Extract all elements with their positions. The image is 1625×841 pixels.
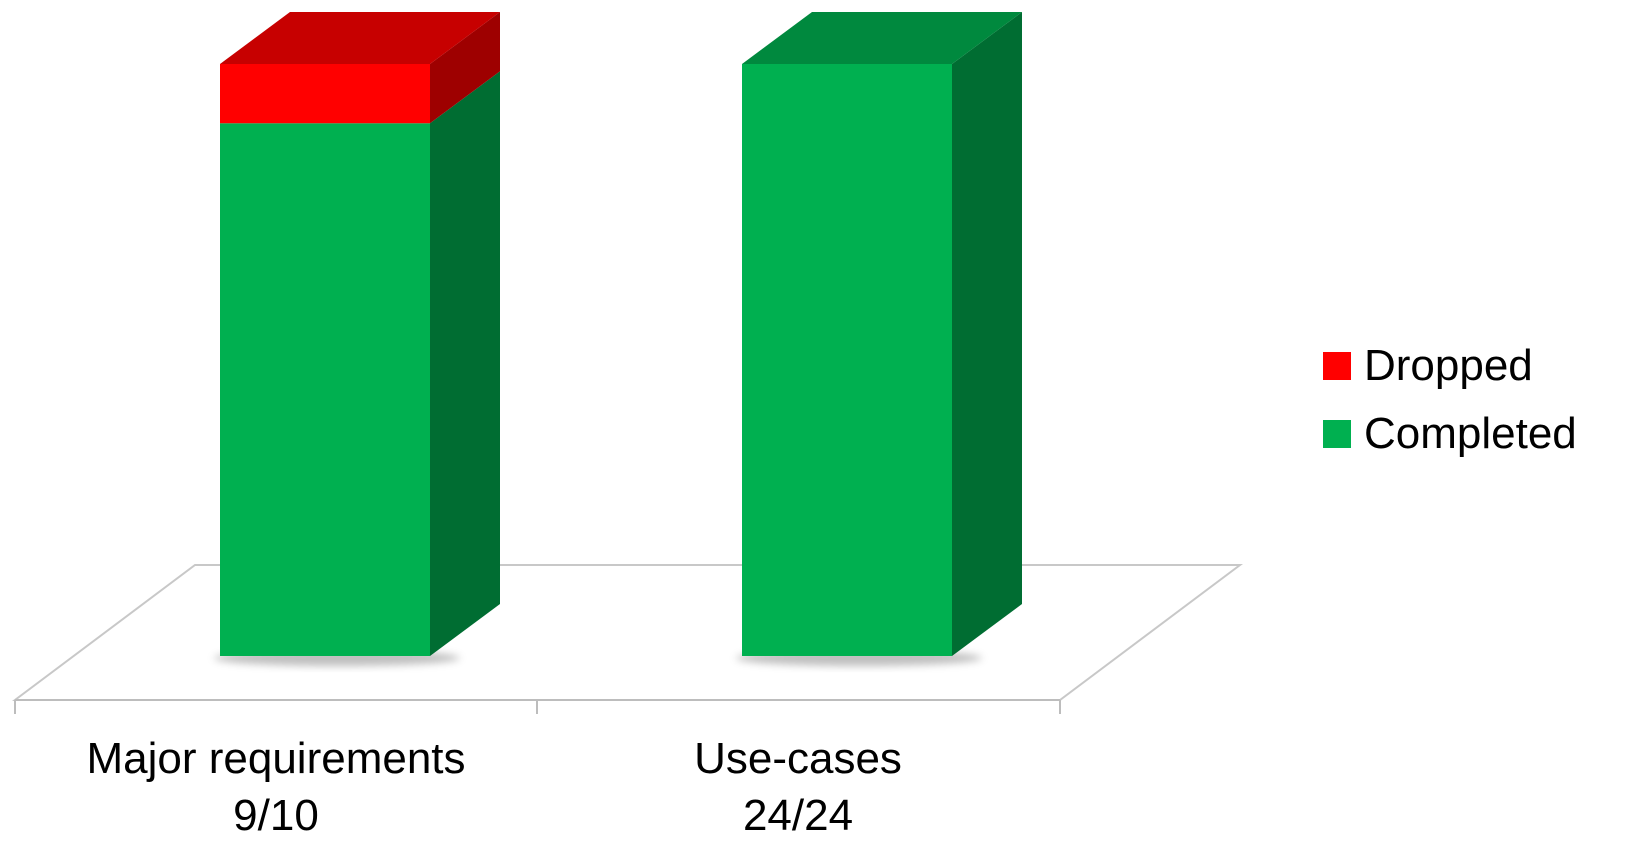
category-value-label: 9/10 — [233, 791, 319, 836]
bar-side-completed — [430, 71, 500, 656]
bars-layer — [214, 12, 1022, 666]
chart-floor — [12, 564, 1243, 701]
bar-side-dropped — [430, 12, 500, 124]
bar-completed — [742, 64, 952, 656]
legend-swatch-dropped — [1323, 352, 1351, 380]
category-label: Major requirements — [86, 734, 465, 783]
bar-top-completed — [742, 12, 1022, 64]
legend-label-completed: Completed — [1364, 409, 1577, 458]
bar-dropped — [220, 64, 430, 124]
legend-swatch-completed — [1323, 420, 1351, 448]
category-value-label: 24/24 — [743, 791, 853, 836]
legend: Dropped Completed — [1323, 341, 1577, 458]
bar-completed — [220, 123, 430, 656]
category-label: Use-cases — [694, 734, 902, 783]
legend-label-dropped: Dropped — [1364, 341, 1533, 390]
bar-side-completed — [952, 12, 1022, 656]
bar-top-dropped — [220, 12, 500, 64]
